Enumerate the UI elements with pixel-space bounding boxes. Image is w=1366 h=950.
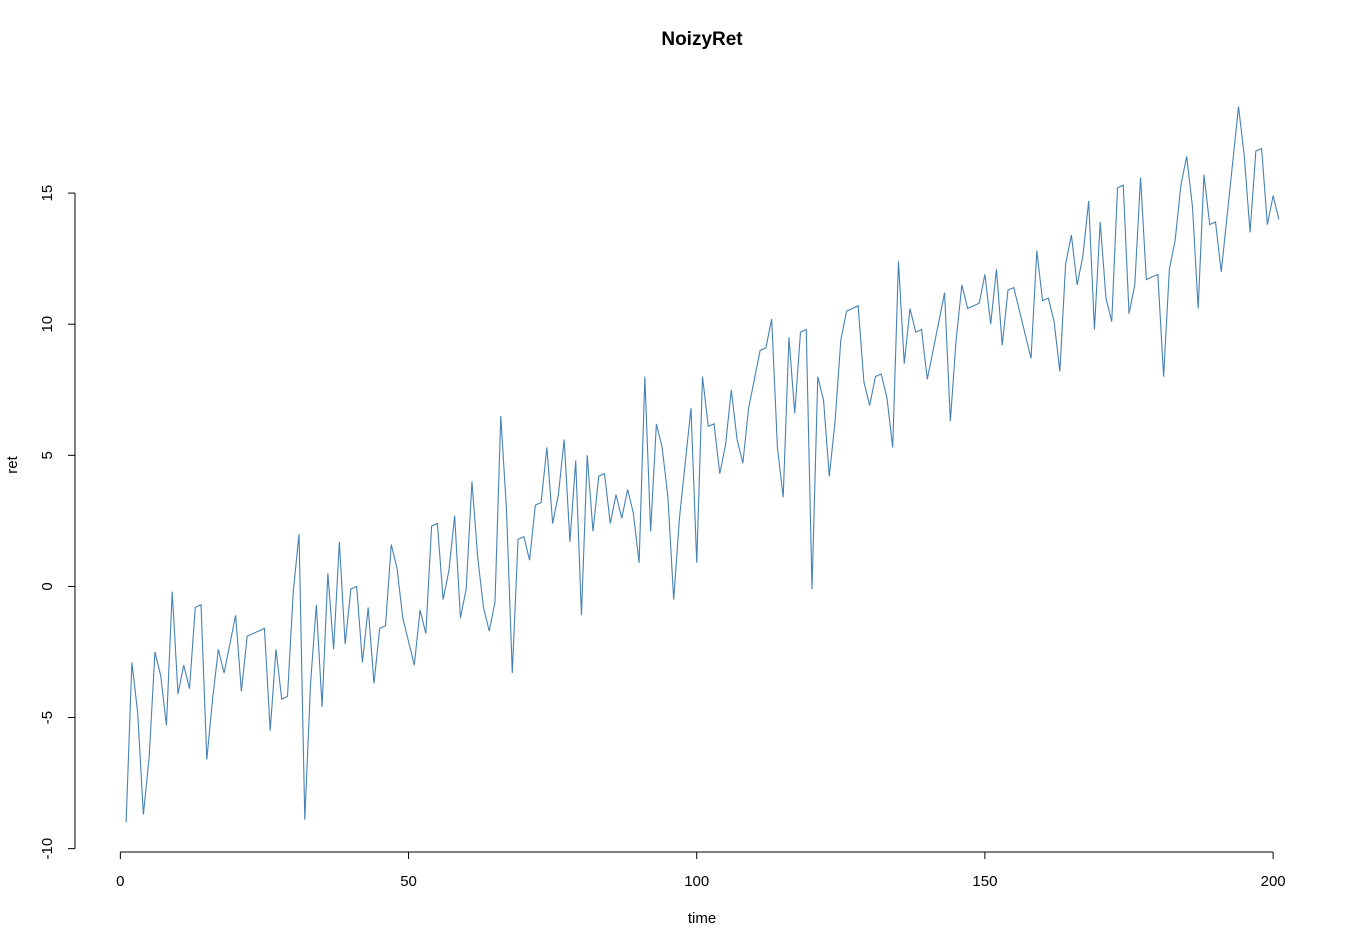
x-tick-label: 200 bbox=[1261, 873, 1286, 890]
y-tick-label: 10 bbox=[39, 316, 56, 333]
data-line bbox=[125, 106, 1280, 823]
y-tick-label: 5 bbox=[39, 451, 56, 459]
x-axis-label: time bbox=[688, 910, 716, 927]
y-axis-label: ret bbox=[4, 455, 21, 473]
x-tick-label: 150 bbox=[972, 873, 997, 890]
x-tick-label: 0 bbox=[116, 873, 124, 890]
y-tick-label: 0 bbox=[39, 582, 56, 590]
chart-title: NoizyRet bbox=[661, 29, 743, 50]
y-tick-label: 15 bbox=[39, 185, 56, 202]
y-tick-label: -5 bbox=[39, 711, 56, 724]
x-tick-label: 100 bbox=[684, 873, 709, 890]
y-tick-label: -10 bbox=[39, 838, 56, 860]
x-tick-label: 50 bbox=[400, 873, 417, 890]
